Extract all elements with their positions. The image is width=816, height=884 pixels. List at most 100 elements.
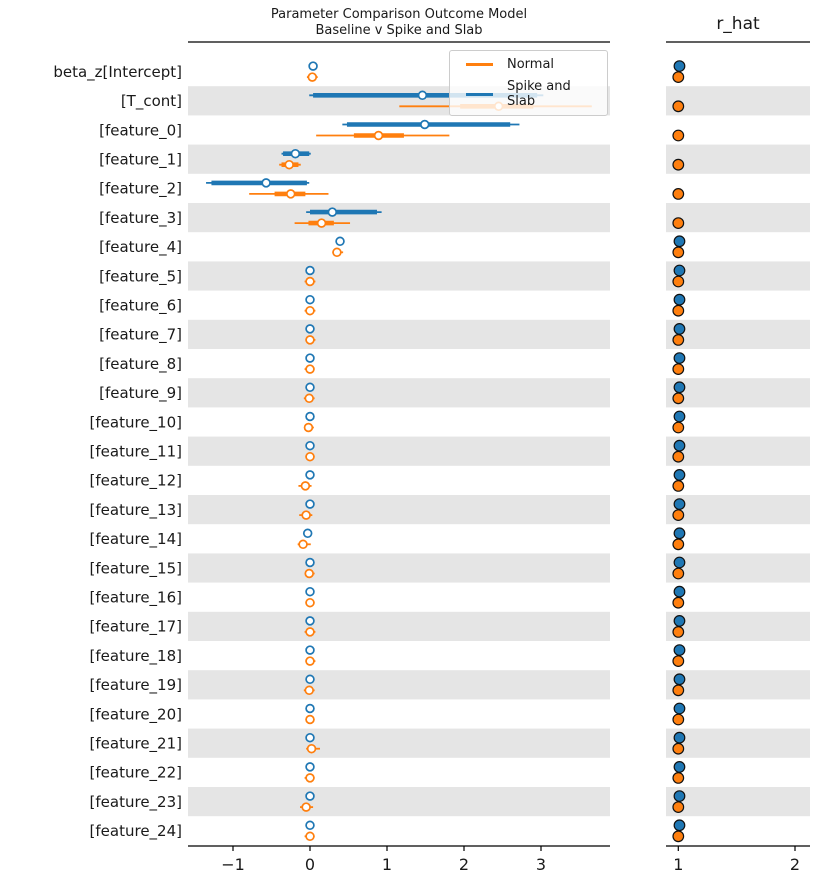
row-band — [188, 611, 610, 641]
median-marker-normal — [305, 364, 315, 374]
row-label: [feature_20] — [90, 705, 182, 724]
rhat-dot-normal — [672, 480, 685, 492]
rhat-dot-spike — [673, 731, 686, 744]
rhat-dot-spike — [673, 790, 686, 802]
row-label: [feature_8] — [99, 355, 182, 374]
row-band — [188, 787, 610, 817]
median-marker-spike — [305, 470, 315, 480]
median-marker-spike — [305, 791, 315, 801]
legend-label-spike-and-slab: Spike and Slab — [507, 79, 571, 109]
median-marker-spike — [327, 207, 338, 217]
rhat-dot-normal — [672, 71, 685, 83]
row-label: [feature_18] — [90, 647, 182, 666]
rhat-dot-spike — [673, 293, 686, 306]
rhat-dot-normal — [672, 742, 685, 755]
median-marker-normal — [305, 627, 315, 637]
rhat-dot-normal — [672, 421, 685, 434]
legend-line-swatch-spike-and-slab — [466, 92, 493, 96]
row-band — [666, 728, 810, 758]
row-band — [666, 86, 810, 116]
row-label: [T_cont] — [121, 92, 182, 111]
row-band — [666, 436, 810, 466]
median-marker-spike — [305, 411, 315, 422]
median-marker-normal — [300, 481, 311, 491]
median-marker-spike — [305, 265, 315, 276]
row-label: [feature_22] — [90, 764, 182, 783]
median-marker-spike — [305, 616, 315, 626]
median-marker-spike — [305, 499, 315, 509]
rhat-dot-normal — [672, 275, 685, 288]
row-band — [188, 378, 610, 408]
row-label: [feature_21] — [90, 735, 182, 754]
row-band — [188, 261, 610, 291]
row-label: [feature_0] — [99, 121, 182, 140]
rhat-dot-spike — [673, 585, 686, 598]
row-band — [666, 378, 810, 408]
row-label: [feature_10] — [90, 413, 182, 432]
median-marker-spike — [302, 528, 313, 539]
row-label: beta_z[Intercept] — [53, 63, 182, 82]
row-label: [feature_7] — [99, 326, 182, 345]
rhat-dot-spike — [673, 60, 686, 72]
legend: Normal Spike and Slab — [449, 50, 608, 116]
median-marker-normal — [305, 773, 315, 783]
median-marker-normal — [286, 189, 296, 199]
row-band — [188, 670, 610, 700]
rhat-panel-title: r_hat — [716, 14, 760, 34]
row-band — [188, 436, 610, 466]
median-marker-spike — [305, 732, 315, 743]
tick-label: 3 — [536, 855, 546, 874]
rhat-dot-normal — [672, 684, 685, 697]
median-marker-spike — [305, 674, 315, 685]
tick-label: −1 — [221, 855, 245, 874]
median-marker-spike — [308, 61, 318, 71]
row-label: [feature_9] — [99, 384, 182, 403]
row-band — [188, 728, 610, 758]
rhat-dot-normal — [672, 129, 685, 142]
rhat-dot-normal — [672, 596, 685, 609]
rhat-dot-normal — [672, 450, 685, 463]
row-label: [feature_6] — [99, 297, 182, 316]
row-label: [feature_16] — [90, 589, 182, 608]
median-marker-normal — [305, 714, 315, 725]
rhat-dot-normal — [672, 626, 685, 638]
row-band — [188, 553, 610, 583]
median-marker-normal — [303, 422, 314, 433]
median-marker-normal — [305, 305, 315, 316]
row-label: [feature_15] — [90, 559, 182, 578]
median-marker-spike — [305, 586, 315, 597]
chart-title: Parameter Comparison Outcome Model Basel… — [188, 7, 610, 39]
row-label: [feature_12] — [90, 472, 182, 491]
row-band — [666, 261, 810, 291]
rhat-dot-normal — [672, 217, 685, 230]
median-marker-spike — [290, 148, 301, 159]
rhat-dot-spike — [673, 556, 686, 569]
median-marker-spike — [305, 294, 315, 305]
rhat-dot-normal — [672, 772, 685, 784]
rhat-dot-normal — [672, 304, 685, 317]
rhat-dot-normal — [672, 187, 685, 200]
median-marker-spike — [261, 178, 271, 188]
median-marker-spike — [305, 557, 315, 568]
row-band — [666, 553, 810, 583]
median-marker-spike — [419, 119, 430, 130]
row-band — [188, 495, 610, 525]
median-marker-normal — [306, 743, 317, 754]
rhat-dot-spike — [673, 527, 686, 540]
rhat-dot-normal — [672, 100, 685, 113]
rhat-dot-spike — [673, 323, 686, 335]
rhat-dot-normal — [672, 655, 685, 667]
rhat-dot-spike — [673, 439, 686, 452]
row-label: [feature_3] — [99, 209, 182, 228]
rhat-dot-spike — [673, 498, 686, 511]
median-marker-spike — [305, 645, 315, 655]
median-marker-normal — [301, 802, 311, 812]
row-label: [feature_4] — [99, 238, 182, 257]
median-marker-normal — [304, 685, 314, 696]
tick-label: 1 — [382, 855, 392, 874]
row-label: [feature_5] — [99, 267, 182, 286]
median-marker-normal — [298, 539, 308, 550]
median-marker-spike — [335, 236, 345, 247]
row-band — [188, 144, 610, 174]
chart-title-line1: Parameter Comparison Outcome Model — [270, 7, 528, 22]
